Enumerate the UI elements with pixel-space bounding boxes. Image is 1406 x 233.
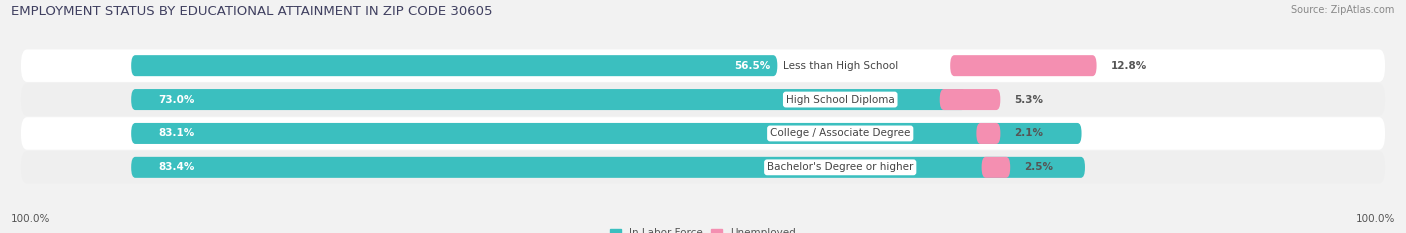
FancyBboxPatch shape [131, 157, 1085, 178]
FancyBboxPatch shape [21, 117, 1385, 150]
Text: Source: ZipAtlas.com: Source: ZipAtlas.com [1291, 5, 1395, 15]
Text: 100.0%: 100.0% [11, 214, 51, 224]
FancyBboxPatch shape [21, 151, 1385, 184]
Text: Less than High School: Less than High School [783, 61, 898, 71]
Text: 12.8%: 12.8% [1111, 61, 1147, 71]
Text: 83.4%: 83.4% [159, 162, 195, 172]
FancyBboxPatch shape [131, 123, 1081, 144]
FancyBboxPatch shape [939, 89, 1000, 110]
Text: EMPLOYMENT STATUS BY EDUCATIONAL ATTAINMENT IN ZIP CODE 30605: EMPLOYMENT STATUS BY EDUCATIONAL ATTAINM… [11, 5, 492, 18]
Text: 2.5%: 2.5% [1024, 162, 1053, 172]
FancyBboxPatch shape [131, 89, 966, 110]
Text: High School Diploma: High School Diploma [786, 95, 894, 105]
Legend: In Labor Force, Unemployed: In Labor Force, Unemployed [606, 224, 800, 233]
FancyBboxPatch shape [976, 123, 1001, 144]
Text: College / Associate Degree: College / Associate Degree [770, 128, 911, 138]
FancyBboxPatch shape [981, 157, 1010, 178]
Text: 83.1%: 83.1% [159, 128, 195, 138]
FancyBboxPatch shape [21, 83, 1385, 116]
Text: 100.0%: 100.0% [1355, 214, 1395, 224]
FancyBboxPatch shape [131, 55, 778, 76]
Text: 5.3%: 5.3% [1014, 95, 1043, 105]
Text: 56.5%: 56.5% [734, 61, 770, 71]
Text: 2.1%: 2.1% [1014, 128, 1043, 138]
FancyBboxPatch shape [950, 55, 1097, 76]
Text: 73.0%: 73.0% [159, 95, 195, 105]
FancyBboxPatch shape [21, 49, 1385, 82]
Text: Bachelor's Degree or higher: Bachelor's Degree or higher [768, 162, 914, 172]
